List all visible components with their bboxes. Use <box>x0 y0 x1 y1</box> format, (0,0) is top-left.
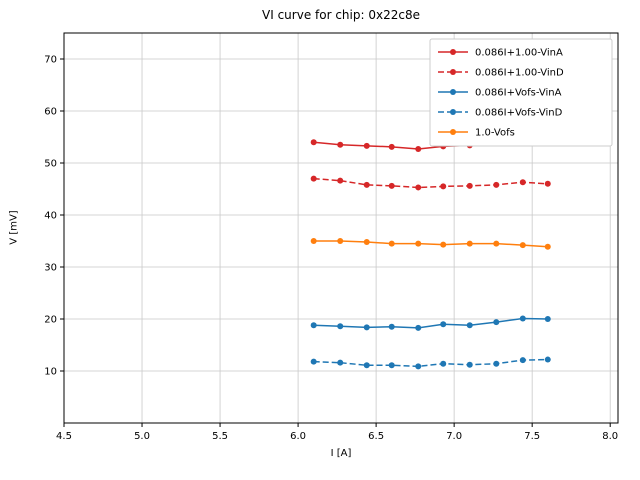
x-axis-label: I [A] <box>330 448 352 459</box>
data-point-marker <box>544 356 551 363</box>
x-tick-label: 7.5 <box>524 431 540 442</box>
data-point-marker <box>363 142 370 149</box>
legend-marker-sample <box>450 49 456 55</box>
data-point-marker <box>415 145 422 152</box>
data-point-marker <box>415 184 422 191</box>
data-point-marker <box>519 357 526 364</box>
y-tick-label: 60 <box>44 107 57 118</box>
data-point-marker <box>363 362 370 369</box>
x-tick-label: 7.0 <box>446 431 462 442</box>
data-point-marker <box>440 183 447 190</box>
data-point-marker <box>519 315 526 322</box>
data-point-marker <box>544 316 551 322</box>
y-tick-label: 50 <box>44 159 57 170</box>
legend-entry-label: 0.086I+1.00-VinA <box>475 48 563 59</box>
data-point-marker <box>388 240 395 247</box>
y-axis-label: V [mV] <box>8 210 20 245</box>
x-tick-label: 6.0 <box>290 431 306 442</box>
series-line-3 <box>310 356 551 370</box>
y-tick-label: 40 <box>44 211 57 222</box>
data-point-marker <box>388 323 395 330</box>
data-point-marker <box>493 240 500 247</box>
series-line-1 <box>310 175 551 191</box>
legend-entry-label: 0.086I+Vofs-VinD <box>475 108 563 119</box>
x-tick-label: 4.5 <box>56 431 72 442</box>
data-point-marker <box>415 363 422 370</box>
data-point-marker <box>440 241 447 248</box>
data-point-marker <box>519 179 526 186</box>
data-point-marker <box>363 239 370 246</box>
data-point-marker <box>310 322 317 329</box>
x-tick-label: 6.5 <box>368 431 384 442</box>
data-point-marker <box>415 324 422 331</box>
data-point-marker <box>466 240 473 247</box>
legend-marker-sample <box>450 69 456 75</box>
data-point-marker <box>519 242 526 249</box>
x-tick-label: 5.0 <box>134 431 150 442</box>
data-point-marker <box>363 181 370 188</box>
legend-marker-sample <box>450 129 456 135</box>
data-point-marker <box>415 240 422 247</box>
series-line-2 <box>310 315 551 331</box>
legend-marker-sample <box>450 109 456 115</box>
data-point-marker <box>466 322 473 329</box>
series-line-4 <box>310 238 551 250</box>
data-point-marker <box>363 324 370 331</box>
data-point-marker <box>310 139 317 146</box>
y-tick-label: 10 <box>44 367 57 378</box>
legend-entry-label: 0.086I+1.00-VinD <box>475 68 564 79</box>
data-point-marker <box>544 243 551 250</box>
chart-title: VI curve for chip: 0x22c8e <box>262 8 420 22</box>
data-point-marker <box>544 180 551 187</box>
x-tick-label: 8.0 <box>602 431 618 442</box>
data-point-marker <box>388 362 395 369</box>
data-point-marker <box>310 358 317 365</box>
data-point-marker <box>337 177 344 184</box>
data-point-marker <box>493 319 500 326</box>
tick-labels: 4.5 5.0 5.5 6.0 6.5 7.0 7.5 8.0 10 20 30 40 50 60 70 <box>44 55 618 443</box>
y-tick-label: 30 <box>44 263 57 274</box>
data-point-marker <box>493 360 500 367</box>
y-tick-label: 70 <box>44 55 57 66</box>
data-point-marker <box>337 141 344 148</box>
data-point-marker <box>493 181 500 188</box>
data-point-marker <box>310 238 317 244</box>
legend-entry-label: 0.086I+Vofs-VinA <box>475 88 562 99</box>
y-tick-label: 20 <box>44 315 57 326</box>
data-point-marker <box>388 143 395 150</box>
legend-marker-sample <box>450 89 456 95</box>
data-point-marker <box>310 175 317 182</box>
data-point-marker <box>337 359 344 366</box>
data-point-marker <box>388 182 395 189</box>
data-point-marker <box>466 182 473 189</box>
data-point-marker <box>337 238 344 244</box>
data-point-marker <box>440 321 447 328</box>
legend-box <box>429 38 613 147</box>
legend: 0.086I+1.00-VinA 0.086I+1.00-VinD 0.086I+V… <box>429 38 613 147</box>
axes-frame <box>63 32 619 424</box>
data-point-marker <box>466 361 473 368</box>
data-point-marker <box>337 323 344 330</box>
data-point-marker <box>440 360 447 367</box>
x-tick-label: 5.5 <box>212 431 228 442</box>
legend-entry-label: 1.0-Vofs <box>475 128 515 139</box>
